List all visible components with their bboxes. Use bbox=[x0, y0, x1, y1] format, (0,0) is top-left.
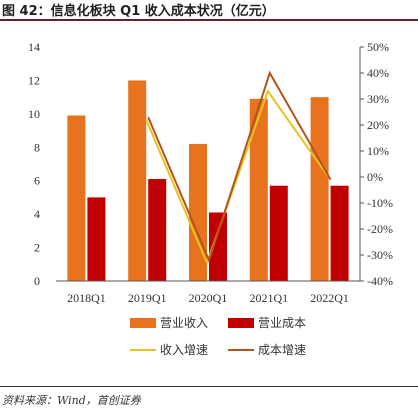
revenue-bar bbox=[249, 98, 268, 281]
cost-bar bbox=[269, 185, 288, 281]
x-tick-label: 2018Q1 bbox=[67, 291, 106, 305]
legend-swatch-revenue bbox=[130, 318, 156, 328]
revenue-growth-line bbox=[145, 89, 330, 266]
right-tick-label: 0% bbox=[367, 170, 383, 184]
left-tick-label: 10 bbox=[28, 107, 40, 121]
right-tick-label: -40% bbox=[367, 274, 393, 288]
right-tick-label: -10% bbox=[367, 196, 393, 210]
left-tick-label: 6 bbox=[34, 174, 40, 188]
left-axis: 0 2 4 6 8 10 12 14 bbox=[28, 40, 40, 288]
legend-label: 收入增速 bbox=[160, 343, 208, 357]
cost-bar bbox=[148, 179, 167, 281]
source-rule bbox=[0, 386, 418, 387]
right-tick-label: 20% bbox=[367, 118, 389, 132]
left-tick-label: 12 bbox=[28, 73, 40, 87]
cost-bar bbox=[87, 197, 106, 281]
chart: 0 2 4 6 8 10 12 14 -40% -30% -20% -10% 0% 10% 20% 30% 4… bbox=[28, 40, 393, 357]
left-tick-label: 4 bbox=[34, 207, 40, 221]
right-tick-label: 40% bbox=[367, 66, 389, 80]
x-axis: 2018Q1 2019Q1 2020Q1 2021Q1 2022Q1 bbox=[56, 280, 360, 305]
right-tick-label: 50% bbox=[367, 40, 389, 54]
title-rule bbox=[0, 19, 418, 21]
left-tick-label: 0 bbox=[34, 274, 40, 288]
page-title: 图 42：信息化板块 Q1 收入成本状况（亿元） bbox=[2, 4, 275, 19]
left-tick-label: 8 bbox=[34, 140, 40, 154]
legend-label: 成本增速 bbox=[258, 343, 306, 357]
left-tick-label: 14 bbox=[28, 40, 40, 54]
revenue-bar bbox=[310, 97, 329, 282]
left-tick-label: 2 bbox=[34, 241, 40, 255]
legend-label: 营业收入 bbox=[160, 316, 208, 330]
revenue-bar bbox=[128, 80, 147, 281]
cost-bar bbox=[330, 185, 349, 281]
revenue-bar bbox=[67, 115, 86, 282]
right-tick-label: 30% bbox=[367, 92, 389, 106]
revenue-bar bbox=[189, 143, 207, 281]
right-axis: -40% -30% -20% -10% 0% 10% 20% 30% 40% 50% bbox=[359, 40, 393, 288]
right-tick-label: 10% bbox=[367, 144, 389, 158]
right-tick-label: -20% bbox=[367, 222, 393, 236]
x-tick-label: 2019Q1 bbox=[128, 291, 167, 305]
cost-growth-line bbox=[147, 70, 332, 264]
x-tick-label: 2022Q1 bbox=[310, 291, 349, 305]
right-tick-label: -30% bbox=[367, 248, 393, 262]
x-tick-label: 2020Q1 bbox=[189, 291, 228, 305]
cost-bar bbox=[209, 212, 227, 281]
lines bbox=[145, 70, 332, 266]
source-note: 资料来源：Wind，首创证券 bbox=[2, 394, 141, 407]
legend-swatch-cost bbox=[228, 318, 254, 328]
bars bbox=[67, 80, 349, 282]
legend-label: 营业成本 bbox=[258, 316, 306, 330]
x-tick-label: 2021Q1 bbox=[249, 291, 288, 305]
